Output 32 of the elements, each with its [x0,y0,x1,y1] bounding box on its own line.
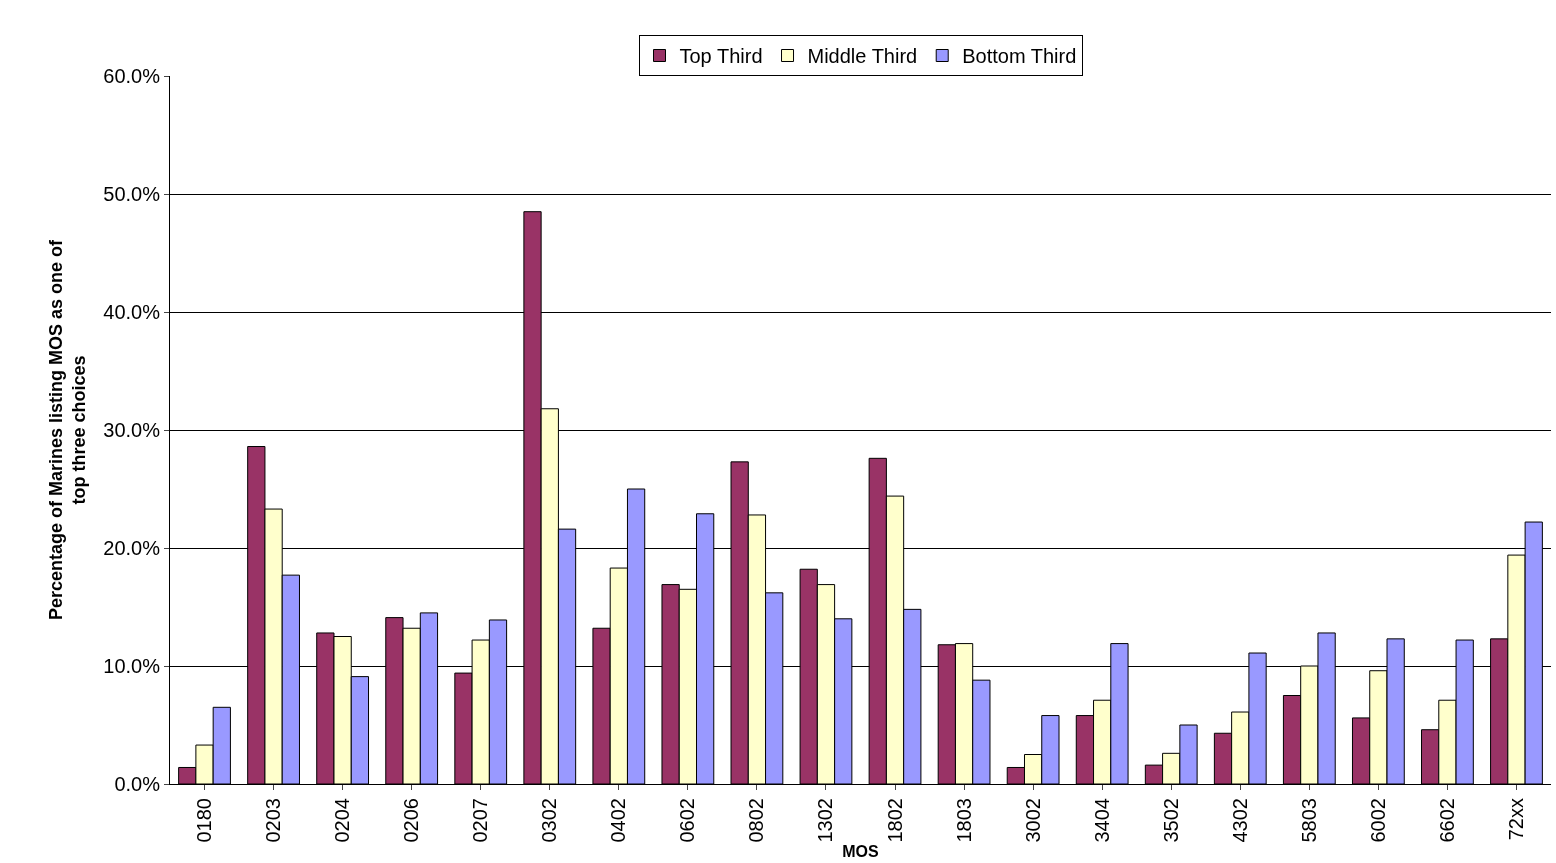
x-tick-label: 72xx [1504,798,1527,841]
x-tick-label: 6602 [1435,798,1458,843]
x-tick-label: 5803 [1297,798,1320,843]
x-tick-label: 0302 [538,798,561,843]
x-tick-label: 0602 [676,798,699,843]
y-tick-label: 20.0% [103,537,161,559]
x-tick-label: 0204 [331,798,354,843]
legend-label: Bottom Third [962,45,1077,68]
x-tick-label: 1302 [814,798,837,843]
x-tick-label: 3502 [1159,798,1182,843]
x-tick-label: 1803 [952,798,975,843]
y-tick-label: 10.0% [103,655,161,677]
x-tick-label: 4302 [1228,798,1251,843]
x-tick-label: 1802 [883,798,906,843]
legend-label: Top Third [679,45,763,68]
y-tick-label: 40.0% [103,301,161,323]
x-axis-title: MOS [842,843,880,861]
x-tick-label: 3002 [1021,798,1044,843]
legend-label: Middle Third [807,45,918,68]
x-tick-label: 0402 [607,798,630,843]
x-tick-label: 0203 [262,798,285,843]
y-axis-title: Percentage of Marines listing MOS as one of top three choices [46,238,90,621]
x-tick-label: 6002 [1366,798,1389,843]
y-tick-label: 50.0% [103,183,161,205]
x-tick-label: 0207 [469,798,492,843]
x-tick-label: 0180 [193,798,216,843]
x-tick-label: 3404 [1090,798,1113,843]
y-tick-label: 60.0% [103,65,161,87]
x-tick-label: 0206 [400,798,423,843]
y-tick-label: 30.0% [103,419,161,441]
x-tick-label: 0802 [745,798,768,843]
y-tick-label: 0.0% [114,773,161,795]
